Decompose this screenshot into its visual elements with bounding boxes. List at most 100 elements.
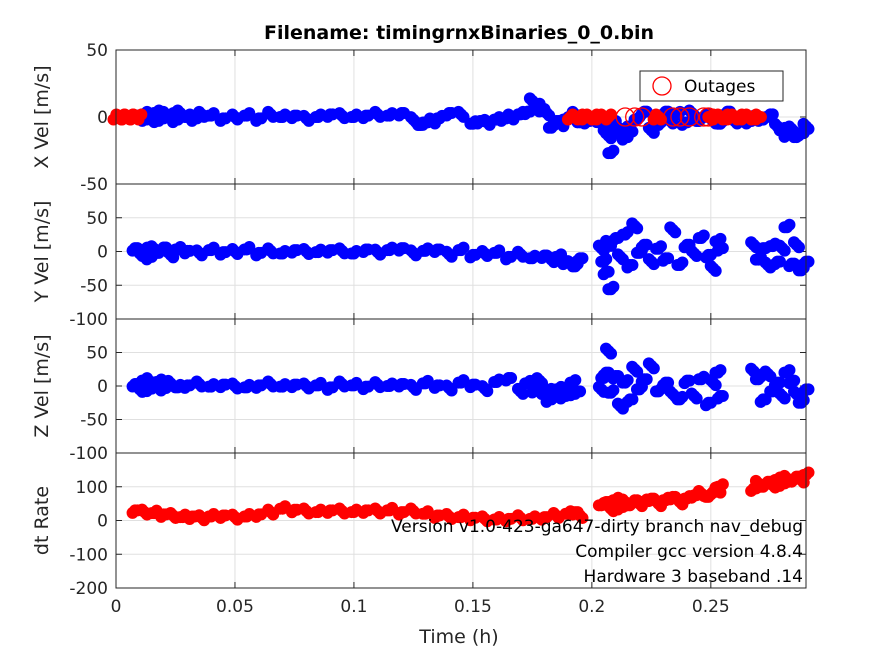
y-tick-label: -100 [69, 310, 108, 330]
data-point [488, 246, 501, 259]
data-point [250, 114, 263, 127]
data-point [202, 380, 215, 393]
data-point [699, 399, 712, 412]
axes-frame-dt-rate [115, 452, 807, 589]
outage-marker [632, 107, 652, 127]
data-point [345, 379, 358, 392]
data-point [452, 511, 465, 524]
data-point [321, 246, 334, 259]
panel-dt-rate: 0 0.05 0.1 0.15 0.2 0.25 100 0 -100 -200 dt Rate [31, 452, 815, 617]
data-point [745, 362, 758, 375]
y-tick-label: 0 [97, 243, 108, 263]
data-point [369, 376, 382, 389]
outage-marker [615, 107, 635, 127]
y-tick-label: 50 [86, 41, 108, 61]
data-point [773, 387, 786, 400]
data-point [333, 502, 346, 515]
data-point [797, 385, 810, 398]
panel-y-velocity: 50 0 -50 -100 Y Vel [m/s] [31, 183, 815, 330]
data-point [773, 239, 786, 252]
data-point [607, 234, 620, 247]
y-tick-label: 0 [97, 108, 108, 128]
data-point [345, 506, 358, 519]
data-point [309, 111, 322, 123]
data-point [597, 268, 610, 281]
data-point [440, 507, 453, 520]
data-point [202, 109, 215, 122]
data-point [500, 253, 513, 266]
data-point [250, 249, 263, 262]
data-point [664, 385, 677, 398]
data-point [238, 381, 251, 394]
data-point [274, 247, 287, 260]
data-point [778, 366, 791, 379]
data-point [190, 244, 203, 257]
data-point [602, 283, 615, 296]
data-point [540, 395, 553, 408]
data-point [404, 244, 417, 257]
data-point [357, 112, 370, 125]
data-point [626, 217, 639, 230]
series-dt-rate-0 [126, 466, 815, 528]
data-point [564, 376, 577, 389]
data-point [226, 243, 239, 255]
y-tick-label: 50 [86, 344, 108, 364]
y-axis-label-x-velocity: X Vel [m/s] [31, 65, 53, 168]
data-point [440, 109, 453, 122]
data-point [649, 242, 662, 255]
data-point [214, 248, 227, 261]
data-point [202, 510, 215, 523]
data-point [297, 243, 310, 255]
data-point [571, 254, 584, 267]
data-point [333, 107, 346, 120]
data-point [440, 379, 453, 392]
outage-marker [670, 107, 690, 127]
data-point [393, 380, 406, 393]
data-point [531, 372, 544, 385]
data-point [357, 245, 370, 258]
series-y-velocity-0 [126, 217, 815, 296]
data-point [600, 127, 613, 140]
data-point [602, 147, 615, 160]
annotation-hardware: Hardware 3 baseband .14 [584, 567, 803, 587]
series-z-velocity-0 [126, 342, 815, 415]
data-point [285, 506, 298, 519]
data-point [416, 244, 429, 257]
x-tick-label: 0.2 [578, 597, 605, 617]
data-point [550, 250, 563, 263]
y-axis-label-z-velocity: Z Vel [m/s] [31, 334, 53, 437]
data-point [140, 253, 153, 266]
data-point [369, 105, 382, 118]
data-point [393, 508, 406, 521]
data-point [321, 110, 334, 123]
data-point [309, 246, 322, 259]
data-point [523, 252, 536, 265]
data-point [250, 381, 263, 394]
series-x-velocity-0 [126, 92, 815, 160]
data-point [671, 259, 684, 271]
panel-x-velocity: 50 0 -50 X Vel [m/s] [31, 41, 815, 195]
data-point [297, 109, 310, 122]
data-point [711, 480, 724, 493]
y-tick-label: 50 [86, 209, 108, 229]
data-point [626, 360, 639, 373]
data-point [523, 512, 536, 525]
data-point [571, 506, 584, 519]
annotation-compiler: Compiler gcc version 4.8.4 [575, 542, 803, 562]
data-point [635, 108, 648, 121]
data-point [178, 381, 191, 394]
panel-z-velocity: 50 0 -50 -100 Z Vel [m/s] [31, 318, 815, 464]
data-point [754, 244, 767, 257]
annotation-version: Version v1.0-423-ga647-dirty branch nav_… [391, 517, 803, 537]
data-point [452, 244, 465, 257]
data-point [792, 129, 805, 142]
data-point [333, 375, 346, 388]
data-point [262, 503, 275, 516]
outage-marker [694, 107, 714, 127]
y-tick-label: -50 [80, 175, 108, 195]
data-point [238, 109, 251, 122]
data-point [214, 511, 227, 524]
series-x-velocity-1 [107, 108, 767, 126]
data-point [711, 244, 724, 257]
y-tick-label: 0 [97, 512, 108, 532]
